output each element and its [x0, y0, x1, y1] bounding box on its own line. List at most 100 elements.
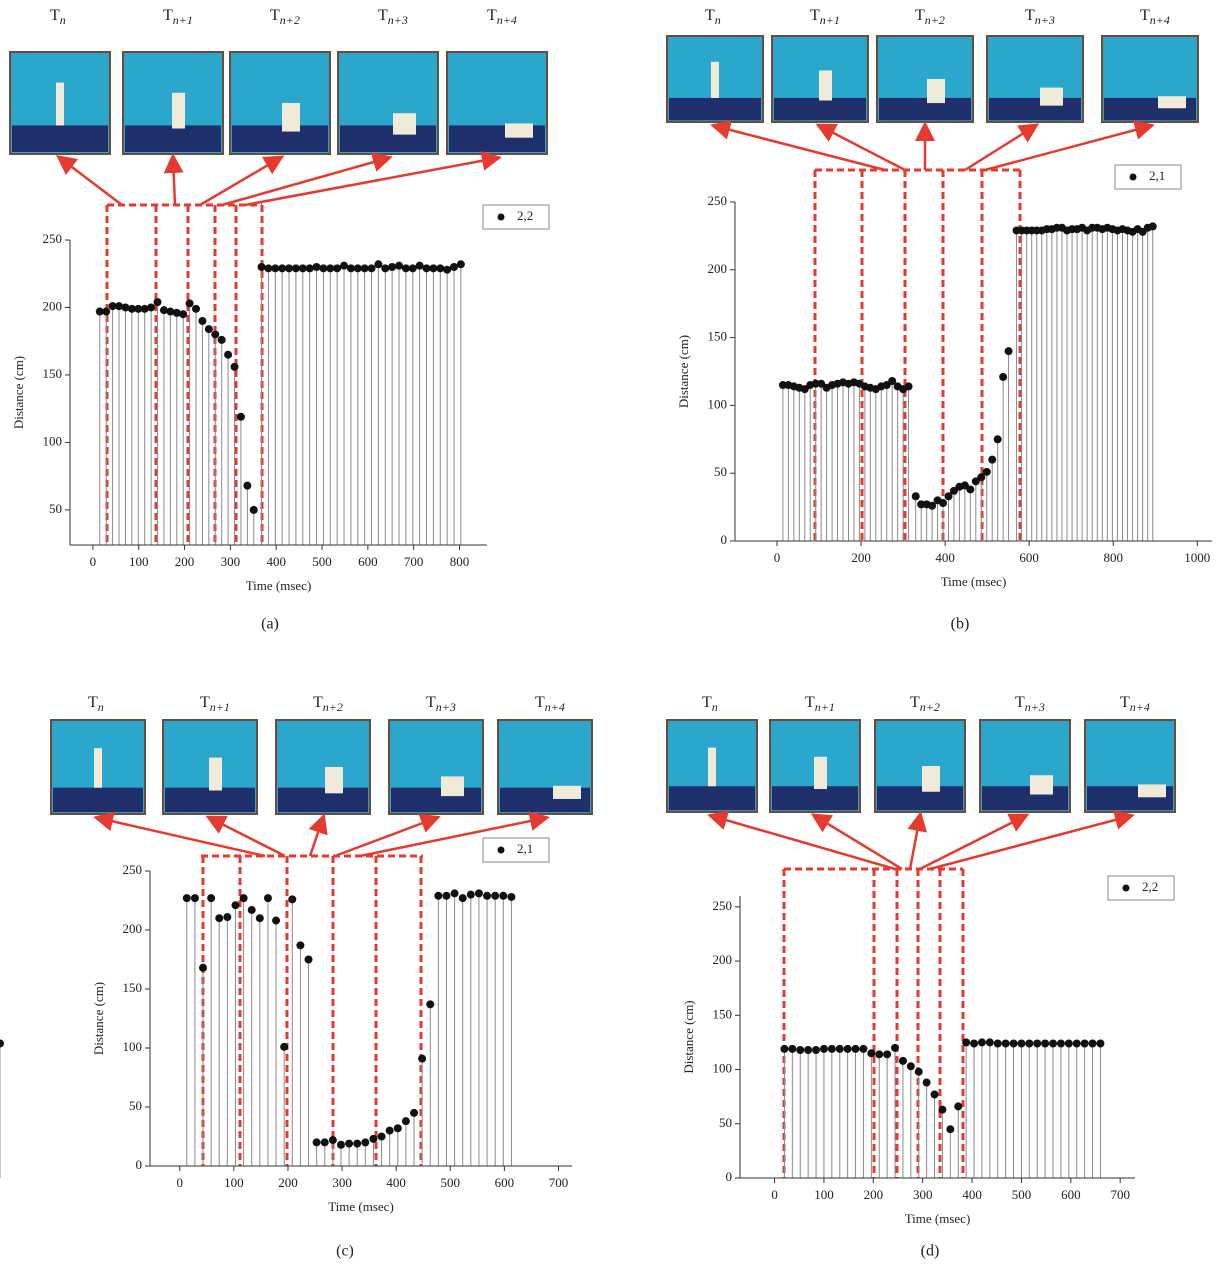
point [962, 1038, 971, 1047]
legend-marker [497, 846, 505, 854]
annotation-arrow [710, 120, 886, 172]
y-tick-label: 100 [123, 1039, 143, 1054]
point [800, 385, 809, 394]
photo-floor [772, 786, 858, 811]
point [1049, 1039, 1058, 1048]
point [971, 477, 980, 486]
frame-label-sub: n+1 [210, 700, 230, 714]
point [422, 264, 431, 273]
frame-label-base: T [1015, 694, 1025, 711]
frame-label-base: T [705, 7, 715, 24]
point [204, 325, 213, 334]
photo-person [922, 766, 940, 792]
point [1072, 1039, 1081, 1048]
point [450, 889, 459, 898]
point [172, 308, 181, 317]
x-tick-label: 100 [814, 1187, 834, 1202]
frame-label-base: T [200, 694, 210, 711]
point [393, 1124, 402, 1133]
point [970, 1039, 979, 1048]
photo-person [1030, 775, 1053, 795]
frame-label-sub: n+2 [925, 13, 945, 27]
point [345, 1139, 354, 1148]
point [835, 1044, 844, 1053]
x-tick-label: 0 [177, 1175, 184, 1190]
point [988, 455, 997, 464]
y-tick-label: 100 [43, 433, 63, 448]
x-tick-label: 600 [358, 554, 378, 569]
point [954, 1102, 963, 1111]
point [247, 905, 256, 914]
y-tick-label: 100 [708, 396, 728, 411]
point [999, 372, 1008, 381]
annotation-arrow [919, 813, 1030, 871]
point [243, 481, 252, 490]
point [993, 435, 1002, 444]
point [450, 262, 459, 271]
x-tick-label: 400 [266, 554, 286, 569]
point [1004, 347, 1013, 356]
point [153, 298, 162, 307]
point [827, 1044, 836, 1053]
frame-label-sub: n+2 [920, 700, 940, 714]
point [231, 901, 240, 910]
point [374, 260, 383, 269]
frame-label: Tn+2 [915, 7, 945, 27]
point [843, 1044, 852, 1053]
annotation-arrow [56, 154, 123, 206]
point [977, 473, 986, 482]
point [239, 894, 248, 903]
point [867, 1049, 876, 1058]
frame-label-base: T [805, 694, 815, 711]
y-tick-label: 200 [708, 261, 728, 276]
point [939, 499, 948, 508]
annotation-arrow [815, 123, 906, 172]
frame-label: Tn+4 [535, 694, 565, 714]
photo-person [172, 92, 185, 129]
frame-label-base: T [910, 694, 920, 711]
panel-label: (c) [336, 1243, 354, 1260]
frame-label: Tn+4 [487, 7, 517, 27]
point [410, 1108, 419, 1117]
point [340, 261, 349, 270]
point [408, 264, 417, 273]
frame-label-base: T [535, 694, 545, 711]
frame-label: Tn+2 [910, 694, 940, 714]
photo-person [1138, 784, 1166, 798]
x-tick-label: 700 [404, 554, 424, 569]
annotation-arrow [359, 811, 550, 858]
frame-label-base: T [810, 7, 820, 24]
photo-person [94, 748, 102, 788]
x-tick-label: 500 [1012, 1187, 1032, 1202]
point [491, 891, 500, 900]
point [946, 1125, 955, 1134]
y-tick-label: 150 [43, 366, 63, 381]
point [211, 330, 220, 339]
point [147, 303, 156, 312]
point [1056, 1039, 1065, 1048]
photo-floor [669, 97, 761, 121]
photo-floor [125, 125, 221, 152]
y-tick-label: 150 [708, 329, 728, 344]
point [1096, 1039, 1105, 1048]
photo-person [553, 785, 581, 799]
point [443, 265, 452, 274]
point [369, 1134, 378, 1143]
x-axis-label: Time (msec) [905, 1211, 971, 1226]
point [198, 316, 207, 325]
y-tick-label: 0 [721, 532, 728, 547]
photo-floor [165, 787, 255, 813]
annotation-arrow [907, 811, 928, 870]
frame-label-sub: n+3 [1035, 13, 1055, 27]
point [474, 889, 483, 898]
point [140, 304, 149, 313]
photo-person [56, 82, 64, 126]
frame-label-base: T [1120, 694, 1130, 711]
x-tick-label: 400 [386, 1175, 406, 1190]
photo-person [1040, 87, 1063, 106]
photo-person [505, 123, 533, 138]
point [388, 262, 397, 271]
x-tick-label: 400 [935, 550, 955, 565]
point [401, 264, 410, 273]
